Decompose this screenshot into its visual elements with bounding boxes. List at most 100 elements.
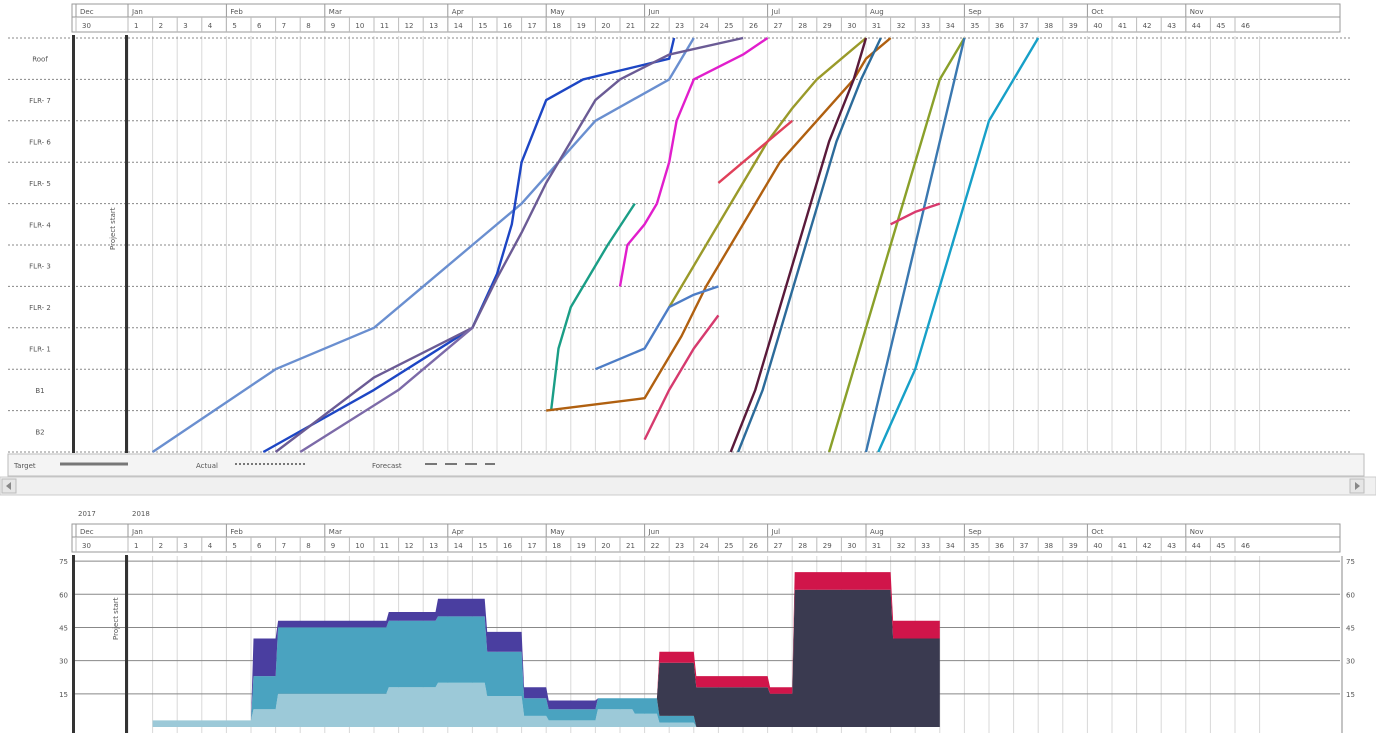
month-label: Jul <box>771 528 781 536</box>
week-label: 39 <box>1069 22 1078 30</box>
week-label: 36 <box>995 542 1004 550</box>
year-label-2018: 2018 <box>132 510 150 518</box>
week-label: 16 <box>503 22 512 30</box>
month-label: May <box>550 8 564 16</box>
week-label: 45 <box>1216 542 1225 550</box>
header-bg <box>71 3 1341 33</box>
week-label: 14 <box>454 542 463 550</box>
progress-line-s12 <box>729 37 868 453</box>
week-label: 18 <box>552 542 561 550</box>
week-label: 3 <box>183 22 187 30</box>
progress-line-s16 <box>877 37 1040 453</box>
week-label: 4 <box>208 542 213 550</box>
week-label: 15 <box>478 542 487 550</box>
week-label: 27 <box>774 542 783 550</box>
y-tick-left: 60 <box>59 591 68 599</box>
month-label: May <box>550 528 564 536</box>
progress-line-s5 <box>549 202 636 411</box>
week-label: 1 <box>134 22 138 30</box>
week-label: 29 <box>823 22 832 30</box>
legend-actual-label: Actual <box>196 462 218 470</box>
week-label: 34 <box>946 542 955 550</box>
project-start-label: Project start <box>109 207 117 250</box>
legend-bar <box>7 453 1365 477</box>
y-tick-left: 15 <box>59 691 68 699</box>
chevron-right-icon <box>1355 482 1360 490</box>
week-label: 41 <box>1118 542 1127 550</box>
progress-line-s14 <box>827 37 966 453</box>
month-label: Mar <box>329 528 342 536</box>
week-label: 23 <box>675 542 684 550</box>
week-label: 8 <box>306 542 310 550</box>
month-label: Sep <box>968 528 982 536</box>
week-label: 10 <box>355 542 364 550</box>
y-tick-right: 15 <box>1346 691 1355 699</box>
week-label: 14 <box>454 22 463 30</box>
bottom-y-axis: 15 15 30 30 45 45 60 60 75 75 <box>59 556 1355 733</box>
year-label-2017: 2017 <box>78 510 96 518</box>
week-label: 26 <box>749 22 758 30</box>
week-label: 34 <box>946 22 955 30</box>
month-label: Mar <box>329 8 342 16</box>
week-label: 13 <box>429 22 438 30</box>
floor-label: FLR- 4 <box>29 221 51 229</box>
progress-lines <box>151 36 1040 454</box>
month-label: Aug <box>870 8 884 16</box>
week-label: 42 <box>1143 22 1152 30</box>
progress-line-s1 <box>151 37 695 453</box>
area-series-1 <box>152 616 940 727</box>
week-label: 30 <box>847 542 856 550</box>
week-label: 1 <box>134 542 138 550</box>
week-label: 20 <box>601 22 610 30</box>
bottom-project-start-line <box>125 555 128 733</box>
floor-label: FLR- 1 <box>29 346 51 354</box>
week-label: 31 <box>872 22 881 30</box>
week-label: 10 <box>355 22 364 30</box>
week-label: 25 <box>724 542 733 550</box>
floor-label: FLR- 6 <box>29 139 51 147</box>
floor-label: Roof <box>32 56 48 64</box>
week-label: 5 <box>232 542 236 550</box>
week-label: 7 <box>282 22 286 30</box>
week-label: 11 <box>380 542 389 550</box>
month-label: Oct <box>1091 528 1103 536</box>
month-label: Oct <box>1091 8 1103 16</box>
week-label: 25 <box>724 22 733 30</box>
y-tick-left: 45 <box>59 624 68 632</box>
week-label: 42 <box>1143 542 1152 550</box>
week-label: 19 <box>577 22 586 30</box>
floor-label: B2 <box>35 428 44 436</box>
week-label: 32 <box>897 22 906 30</box>
week-label: 35 <box>970 22 979 30</box>
horizontal-scrollbar[interactable] <box>0 476 1376 496</box>
progress-line-s6 <box>618 37 769 287</box>
week-label: 16 <box>503 542 512 550</box>
week-label: 43 <box>1167 22 1176 30</box>
week-label: 9 <box>331 542 335 550</box>
week-label: 17 <box>528 22 537 30</box>
week-label: 38 <box>1044 22 1053 30</box>
progress-line-s9 <box>717 119 793 184</box>
week-label: 40 <box>1093 22 1102 30</box>
y-tick-left: 30 <box>59 658 68 666</box>
week-label: 24 <box>700 542 709 550</box>
week-label: 24 <box>700 22 709 30</box>
floor-labels: B2 B1 FLR- 1 FLR- 2 FLR- 3 FLR- 4 FLR- 5 FLR- 6… <box>29 56 51 437</box>
week-label: 27 <box>774 22 783 30</box>
week-label: 23 <box>675 22 684 30</box>
header-bg <box>71 523 1341 553</box>
week-label: 21 <box>626 22 635 30</box>
month-label: Feb <box>230 528 243 536</box>
top-chart-bg <box>0 0 1376 460</box>
month-label: Apr <box>452 8 464 16</box>
week-label: 41 <box>1118 22 1127 30</box>
week-label: 19 <box>577 542 586 550</box>
progress-line-s10 <box>594 285 719 371</box>
y-tick-left: 75 <box>59 558 68 566</box>
month-label: Jun <box>648 528 660 536</box>
scrollbar-track[interactable] <box>0 476 1376 496</box>
